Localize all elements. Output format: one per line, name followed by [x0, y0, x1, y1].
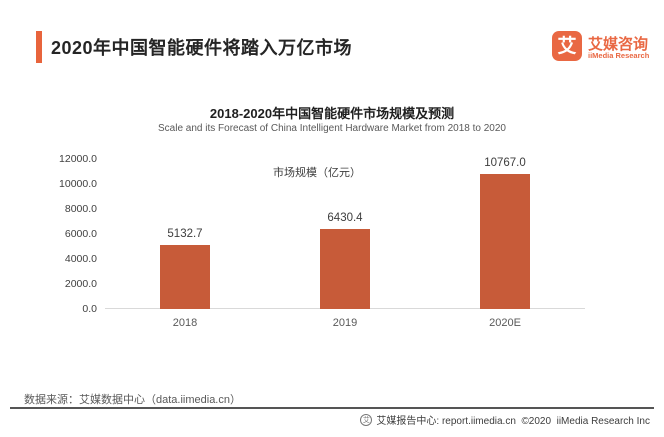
- brand-name-cn: 艾媒咨询: [588, 36, 649, 53]
- footer-divider: [10, 407, 654, 409]
- bar-2020E: [480, 174, 530, 309]
- iimedia-logo-glyph: 艾: [557, 35, 577, 57]
- data-source: 数据来源：艾媒数据中心（data.iimedia.cn）: [24, 394, 241, 406]
- x-axis-label: 2018: [172, 317, 198, 329]
- chart-legend: 市场规模（亿元）: [273, 167, 361, 179]
- x-axis-label: 2020E: [489, 317, 521, 329]
- footer-text: 艾媒报告中心: report.iimedia.cn ©2020 iiMedia …: [376, 416, 650, 427]
- y-axis: 0.0 2000.0 4000.0 6000.0 8000.0 10000.0 12000.…: [40, 153, 97, 315]
- iimedia-logo: 艾 艾媒咨询 iiMedia Research: [552, 31, 652, 63]
- y-axis-tick-label: 10000.0: [59, 178, 97, 190]
- chart-subtitle: Scale and its Forecast of China Intellig…: [158, 123, 506, 134]
- bar-value-label: 6430.4: [327, 211, 363, 224]
- y-axis-tick-label: 4000.0: [64, 253, 97, 265]
- y-axis-tick-label: 8000.0: [64, 203, 97, 215]
- report-footer: 艾 艾媒报告中心: report.iimedia.cn ©2020 iiMedi…: [360, 412, 650, 427]
- bar-2018: [160, 244, 210, 309]
- bar-value-label: 10767.0: [484, 157, 526, 170]
- bar-2019: [320, 228, 370, 309]
- y-axis-tick-label: 6000.0: [64, 228, 97, 240]
- y-axis-tick-label: 12000.0: [59, 153, 97, 165]
- y-axis-tick-label: 0.0: [82, 303, 97, 315]
- chart-title: 2018-2020年中国智能硬件市场规模及预测: [209, 106, 455, 121]
- title-accent-bar: [36, 31, 42, 63]
- bar-value-label: 5132.7: [167, 227, 203, 240]
- page-title: 2020年中国智能硬件将踏入万亿市场: [51, 38, 353, 58]
- brand-name-en: iiMedia Research: [588, 51, 650, 60]
- plot-area: 5132.7 2018 6430.4 2019 10767.0 2020E: [105, 157, 585, 329]
- iimedia-footer-icon: 艾: [360, 413, 373, 426]
- iimedia-logo-icon: 艾: [552, 31, 582, 61]
- x-axis-label: 2019: [332, 317, 358, 329]
- y-axis-tick-label: 2000.0: [64, 278, 97, 290]
